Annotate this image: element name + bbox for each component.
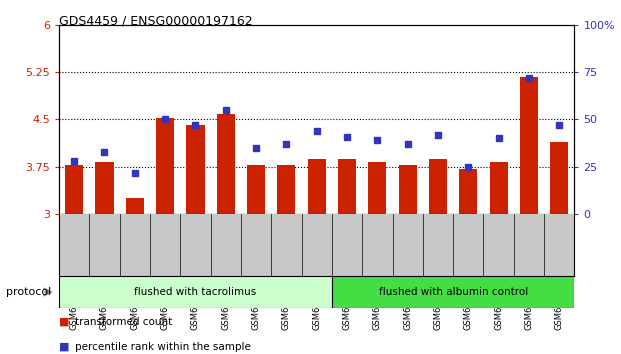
Bar: [338, 159, 356, 214]
Text: protocol: protocol: [6, 287, 52, 297]
Text: flushed with albumin control: flushed with albumin control: [379, 287, 528, 297]
Bar: [156, 118, 175, 214]
Bar: [550, 142, 568, 214]
Bar: [125, 198, 144, 214]
Bar: [307, 159, 326, 214]
Text: percentile rank within the sample: percentile rank within the sample: [75, 342, 250, 352]
Bar: [459, 169, 478, 214]
Bar: [278, 165, 296, 214]
Bar: [399, 165, 417, 214]
Bar: [186, 125, 204, 214]
Bar: [247, 165, 265, 214]
Bar: [217, 114, 235, 214]
Bar: [96, 162, 114, 214]
Bar: [332, 276, 574, 308]
Text: flushed with tacrolimus: flushed with tacrolimus: [134, 287, 256, 297]
Bar: [368, 162, 386, 214]
Text: ■: ■: [59, 317, 70, 327]
Text: GDS4459 / ENSG00000197162: GDS4459 / ENSG00000197162: [59, 14, 253, 27]
Bar: [520, 76, 538, 214]
Bar: [65, 165, 83, 214]
Bar: [429, 159, 447, 214]
Text: transformed count: transformed count: [75, 317, 172, 327]
Bar: [59, 276, 332, 308]
Text: ■: ■: [59, 342, 70, 352]
Bar: [489, 162, 508, 214]
